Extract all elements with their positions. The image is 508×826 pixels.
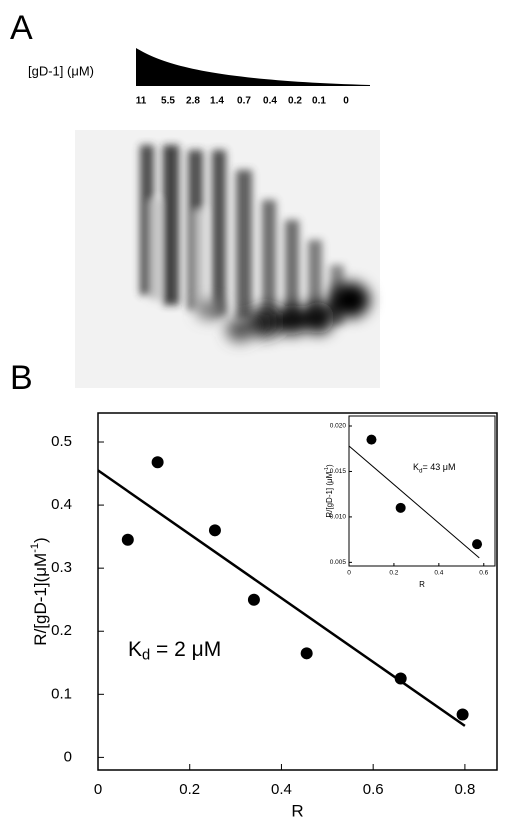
concentration-value: 0.1 <box>312 96 326 107</box>
y-axis-label-text: R/[gD-1](μM <box>31 553 50 646</box>
gradient-wedge <box>136 48 370 86</box>
x-tick-label: 0.6 <box>363 781 384 798</box>
y-axis-label-superscript: -1 <box>324 467 330 472</box>
x-axis-label: R <box>291 801 303 820</box>
data-point <box>208 524 221 537</box>
panel-label: B <box>10 359 33 397</box>
data-point <box>395 502 406 513</box>
kd-text: = 43 μM <box>423 462 456 472</box>
x-tick-label: 0.2 <box>389 570 398 577</box>
x-tick-label: 0 <box>94 781 102 798</box>
kd-symbol: K <box>413 462 419 472</box>
y-tick-label: 0.4 <box>51 496 72 513</box>
data-point <box>366 434 377 445</box>
kd-symbol: K <box>128 638 142 661</box>
y-axis-label: R/[gD-1] (μM-1) <box>324 464 334 518</box>
fit-line <box>348 445 480 559</box>
x-axis-label: R <box>419 580 425 589</box>
data-point <box>394 672 407 685</box>
kd-subscript: d <box>142 647 150 663</box>
data-point <box>456 708 469 721</box>
data-point <box>300 647 313 660</box>
data-point <box>472 539 483 550</box>
kd-annotation: Kd= 43 μM <box>413 462 455 474</box>
concentration-value: 0.4 <box>263 96 277 107</box>
y-tick-label: 0.5 <box>51 433 72 450</box>
y-axis-label-text: R/[gD-1] (μM <box>325 471 334 517</box>
x-tick-label: 0.4 <box>271 781 292 798</box>
x-tick-label: 0.4 <box>434 570 443 577</box>
x-tick-label: 0 <box>347 570 351 577</box>
data-point <box>247 593 260 606</box>
concentration-value: 1.4 <box>210 96 224 107</box>
y-tick-label: 0.3 <box>51 559 72 576</box>
plot-frame <box>97 412 498 771</box>
y-tick-label: 0.1 <box>51 685 72 702</box>
y-axis-label-close: ) <box>325 464 334 467</box>
concentration-value: 0 <box>343 96 349 107</box>
concentration-value: 11 <box>136 96 147 107</box>
data-point <box>121 533 134 546</box>
y-axis-label-close: ) <box>31 537 50 543</box>
kd-text: = 2 μM <box>150 638 221 661</box>
kd-annotation: Kd = 2 μM <box>128 638 221 664</box>
kd-subscript: d <box>419 467 423 474</box>
gel-image <box>75 130 380 388</box>
main-chart: 0 0.2 0.4 0.6 0.8 0 0.1 0.2 0.3 0.4 0.5 R R/[gD-1](μ… <box>29 412 498 820</box>
x-tick-label: 0.8 <box>454 781 475 798</box>
concentration-value: 5.5 <box>161 96 175 107</box>
concentration-value: 0.7 <box>237 96 251 107</box>
data-point <box>151 456 164 469</box>
y-tick-label: 0.005 <box>330 559 347 566</box>
y-axis-label: R/[gD-1](μM-1) <box>29 537 50 645</box>
concentration-value: 0.2 <box>288 96 302 107</box>
x-tick-label: 0.2 <box>179 781 200 798</box>
x-tick-label: 0.6 <box>479 570 488 577</box>
concentration-label: [gD-1] (μM) <box>28 63 94 78</box>
y-tick-label: 0.2 <box>51 622 72 639</box>
y-tick-label: 0.015 <box>330 468 347 475</box>
inset-chart: 0 0.2 0.4 0.6 0.005 0.010 0.015 0.020 R R/[gD-1] … <box>324 415 496 589</box>
concentration-value: 2.8 <box>186 96 200 107</box>
y-tick-label: 0.010 <box>330 514 347 521</box>
panel-label: A <box>10 9 33 47</box>
y-tick-label: 0 <box>64 748 72 765</box>
y-tick-label: 0.020 <box>330 423 347 430</box>
y-axis-label-superscript: -1 <box>29 543 41 553</box>
